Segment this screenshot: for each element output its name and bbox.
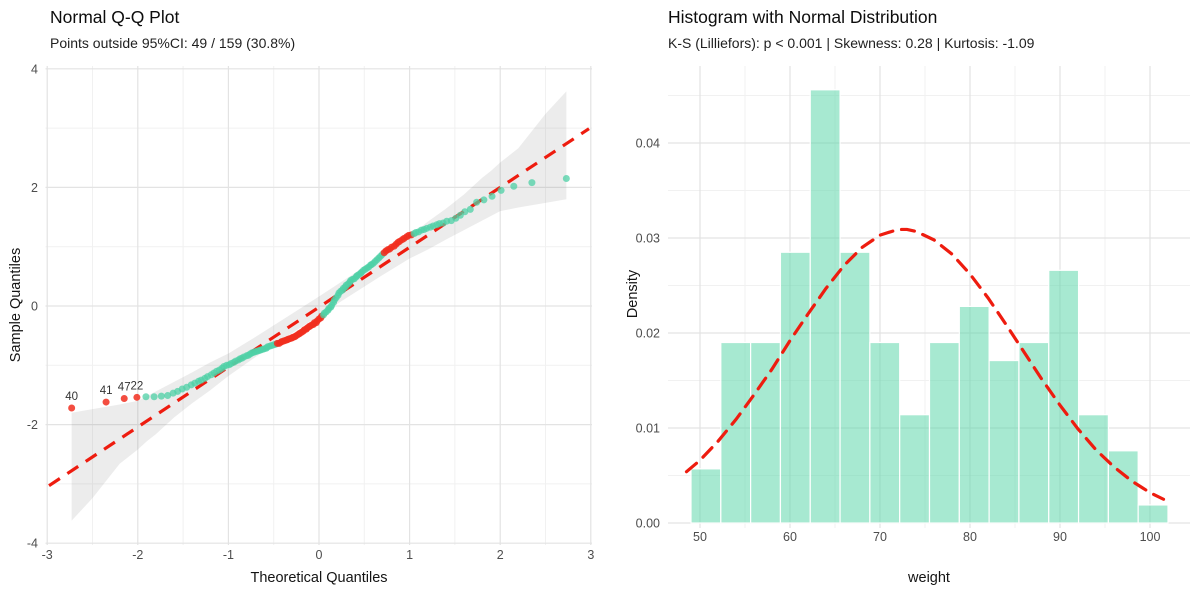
qq-point-inside bbox=[142, 393, 150, 401]
histogram-bar bbox=[1077, 414, 1109, 524]
qq-point-inside bbox=[497, 186, 505, 194]
confidence-band bbox=[71, 91, 567, 521]
qq-point-inside bbox=[164, 392, 172, 400]
histogram-x-tick-label: 50 bbox=[693, 530, 707, 544]
histogram-bar bbox=[958, 305, 990, 524]
qq-tick-labels: 4 2 0 -2 -4 -3 -2 -1 0 1 2 3 bbox=[27, 62, 594, 562]
histogram-y-tick-label: 0.02 bbox=[636, 327, 660, 341]
qq-point-inside bbox=[157, 392, 165, 400]
outlier-label: 47 bbox=[118, 382, 131, 394]
histogram-bar bbox=[1137, 504, 1169, 524]
histogram-title: Histogram with Normal Distribution bbox=[668, 7, 938, 27]
qq-point-inside bbox=[466, 205, 474, 213]
qq-x-tick-label: -1 bbox=[223, 548, 234, 562]
qq-gridlines bbox=[45, 66, 592, 545]
histogram-x-tick-label: 60 bbox=[783, 530, 797, 544]
qq-x-axis-title: Theoretical Quantiles bbox=[250, 570, 388, 586]
histogram-bar bbox=[1107, 450, 1139, 524]
outlier-label: 41 bbox=[100, 385, 113, 397]
qq-header: Normal Q-Q Plot Points outside 95%CI: 49… bbox=[50, 7, 295, 51]
histogram-y-axis-title: Density bbox=[625, 269, 641, 319]
qq-y-tick-label: -4 bbox=[27, 537, 38, 551]
histogram-x-axis-title: weight bbox=[908, 570, 950, 586]
qq-y-axis-title: Sample Quantiles bbox=[8, 247, 24, 363]
qq-x-tick-label: 0 bbox=[316, 548, 323, 562]
qq-confidence-band bbox=[71, 91, 567, 521]
qq-point-inside bbox=[473, 198, 481, 206]
histogram-x-tick-label: 80 bbox=[963, 530, 977, 544]
qq-point-inside bbox=[488, 192, 496, 200]
qq-point-outside bbox=[133, 393, 141, 401]
histogram-bar bbox=[839, 251, 871, 524]
qq-point-inside bbox=[461, 208, 469, 216]
histogram-bar bbox=[928, 341, 960, 524]
qq-x-tick-label: 1 bbox=[406, 548, 413, 562]
qq-x-tick-label: -3 bbox=[42, 548, 53, 562]
qq-point-inside bbox=[562, 175, 570, 183]
normal-curve-line bbox=[684, 227, 1166, 501]
qq-point-inside bbox=[480, 196, 488, 204]
qq-x-tick-label: -2 bbox=[132, 548, 143, 562]
qq-y-tick-label: 2 bbox=[31, 181, 38, 195]
qq-point-inside bbox=[150, 393, 158, 401]
histogram-bar bbox=[1018, 341, 1050, 524]
qq-subtitle: Points outside 95%CI: 49 / 159 (30.8%) bbox=[50, 34, 296, 51]
qq-y-tick-label: -2 bbox=[27, 418, 38, 432]
qq-x-tick-label: 2 bbox=[497, 548, 504, 562]
qq-point-outside bbox=[68, 404, 76, 412]
qq-point-inside bbox=[528, 179, 536, 187]
qq-y-tick-label: 4 bbox=[31, 62, 38, 76]
histogram-y-tick-label: 0.03 bbox=[636, 232, 660, 246]
qq-x-tick-label: 3 bbox=[587, 548, 594, 562]
qq-outlier-labels: 40 41 47 22 bbox=[65, 380, 143, 403]
histogram-bars bbox=[690, 89, 1169, 524]
outlier-label: 22 bbox=[130, 380, 143, 392]
qq-point-outside bbox=[102, 398, 110, 406]
histogram-bar bbox=[988, 359, 1020, 524]
histogram-bar bbox=[899, 414, 931, 524]
normal-curve bbox=[684, 227, 1166, 501]
qq-point-inside bbox=[510, 182, 518, 190]
histogram-tick-labels: 0.00 0.01 0.02 0.03 0.04 50 60 70 80 90 100 bbox=[636, 137, 1161, 545]
histogram-bar bbox=[750, 341, 782, 524]
histogram-bar bbox=[779, 251, 811, 524]
histogram-y-tick-label: 0.01 bbox=[636, 422, 660, 436]
histogram-x-tick-label: 90 bbox=[1053, 530, 1067, 544]
histogram-y-tick-label: 0.04 bbox=[636, 137, 660, 151]
histogram-bar bbox=[869, 341, 901, 524]
qq-points bbox=[68, 175, 570, 412]
histogram-header: Histogram with Normal Distribution K-S (… bbox=[668, 7, 1034, 51]
histogram-x-tick-label: 100 bbox=[1140, 530, 1161, 544]
outlier-label: 40 bbox=[65, 391, 78, 403]
qq-y-tick-label: 0 bbox=[31, 300, 38, 314]
histogram-subtitle: K-S (Lilliefors): p < 0.001 | Skewness: … bbox=[668, 34, 1035, 51]
qq-point-outside bbox=[120, 395, 128, 403]
histogram-x-tick-label: 70 bbox=[873, 530, 887, 544]
histogram-bar bbox=[690, 468, 722, 524]
histogram-y-tick-label: 0.00 bbox=[636, 517, 660, 531]
qq-title: Normal Q-Q Plot bbox=[50, 7, 180, 27]
